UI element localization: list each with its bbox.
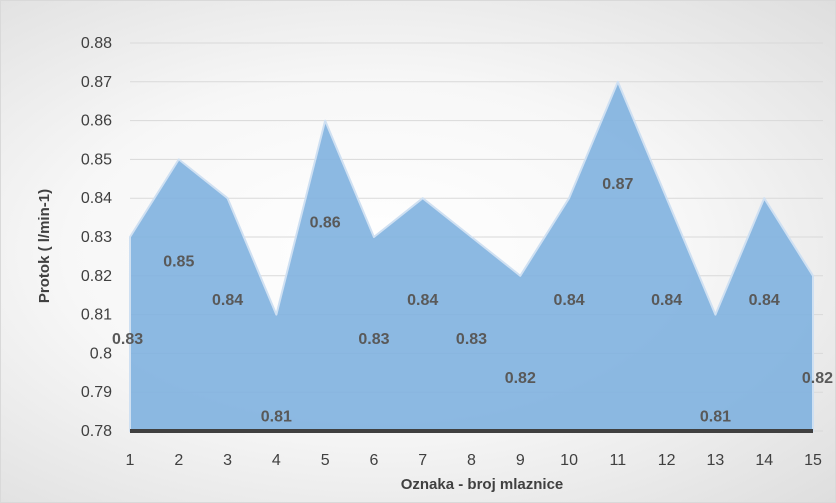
y-tick-label: 0.88 — [81, 35, 112, 52]
y-tick-label: 0.81 — [81, 307, 112, 324]
x-tick-label: 3 — [223, 452, 232, 469]
x-tick-label: 6 — [369, 452, 378, 469]
data-label: 0.84 — [749, 292, 780, 309]
data-label: 0.83 — [358, 331, 389, 348]
y-tick-label: 0.87 — [81, 74, 112, 91]
x-axis-title: Oznaka - broj mlaznice — [401, 476, 564, 493]
data-label: 0.86 — [310, 215, 341, 232]
x-tick-label: 5 — [321, 452, 330, 469]
y-tick-label: 0.86 — [81, 113, 112, 130]
x-tick-label: 15 — [804, 452, 822, 469]
series-area — [129, 80, 814, 432]
data-label: 0.83 — [112, 331, 143, 348]
data-label: 0.81 — [700, 409, 731, 426]
x-tick-label: 13 — [707, 452, 725, 469]
y-tick-label: 0.78 — [81, 423, 112, 440]
x-tick-label: 4 — [272, 452, 281, 469]
data-label: 0.84 — [407, 292, 438, 309]
data-label: 0.84 — [212, 292, 243, 309]
x-tick-label: 10 — [560, 452, 578, 469]
y-tick-label: 0.8 — [90, 345, 112, 362]
data-label: 0.81 — [261, 409, 292, 426]
x-tick-label: 1 — [126, 452, 135, 469]
y-tick-label: 0.79 — [81, 384, 112, 401]
x-tick-label: 2 — [174, 452, 183, 469]
y-tick-label: 0.82 — [81, 268, 112, 285]
y-tick-label: 0.85 — [81, 151, 112, 168]
data-label: 0.85 — [163, 253, 194, 270]
data-label: 0.87 — [602, 176, 633, 193]
tick-labels: 0.78 0.79 0.8 0.81 0.82 0.83 0.84 0.85 0.86 0.87 0… — [81, 35, 822, 469]
data-label: 0.82 — [802, 370, 833, 387]
x-tick-label: 7 — [418, 452, 427, 469]
x-tick-label: 8 — [467, 452, 476, 469]
data-label: 0.84 — [554, 292, 585, 309]
x-tick-label: 11 — [610, 452, 627, 469]
y-tick-label: 0.84 — [81, 190, 112, 207]
data-label: 0.84 — [651, 292, 682, 309]
y-tick-label: 0.83 — [81, 229, 112, 246]
area-series — [129, 80, 814, 432]
data-label: 0.83 — [456, 331, 487, 348]
data-label: 0.82 — [505, 370, 536, 387]
y-axis-title: Protok ( l/min-1) — [36, 189, 53, 303]
data-labels: 0.83 0.85 0.84 0.81 0.86 0.83 0.84 0.83 0.82 0.84… — [112, 176, 833, 426]
x-tick-label: 12 — [658, 452, 676, 469]
x-tick-label: 14 — [755, 452, 773, 469]
x-tick-label: 9 — [516, 452, 525, 469]
